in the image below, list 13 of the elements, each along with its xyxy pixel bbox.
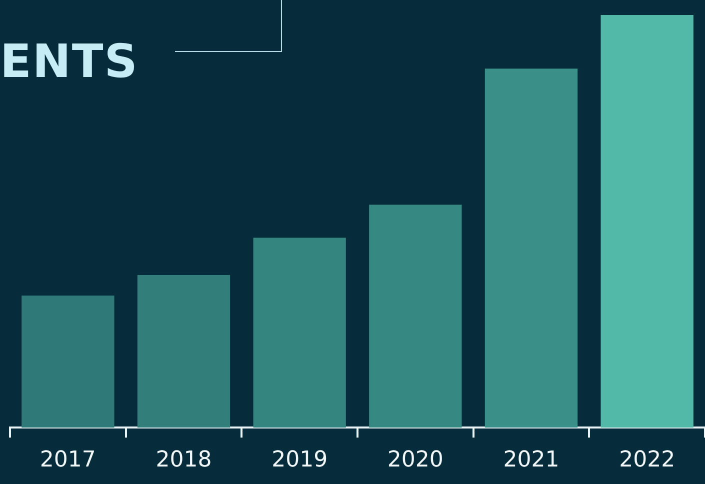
x-tick-label: 2021 (503, 448, 560, 473)
chart-title: ENTS (0, 34, 138, 88)
x-tick-label: 2019 (272, 448, 328, 473)
x-tick-label: 2022 (619, 448, 676, 473)
bar (22, 296, 114, 428)
x-tick-label: 2018 (156, 448, 212, 473)
x-tick-label: 2020 (387, 448, 444, 473)
bar (484, 68, 578, 428)
bar (600, 15, 694, 428)
x-tick-label: 2017 (40, 448, 96, 473)
bar (137, 274, 230, 428)
bar (253, 238, 346, 428)
bar (369, 204, 462, 428)
